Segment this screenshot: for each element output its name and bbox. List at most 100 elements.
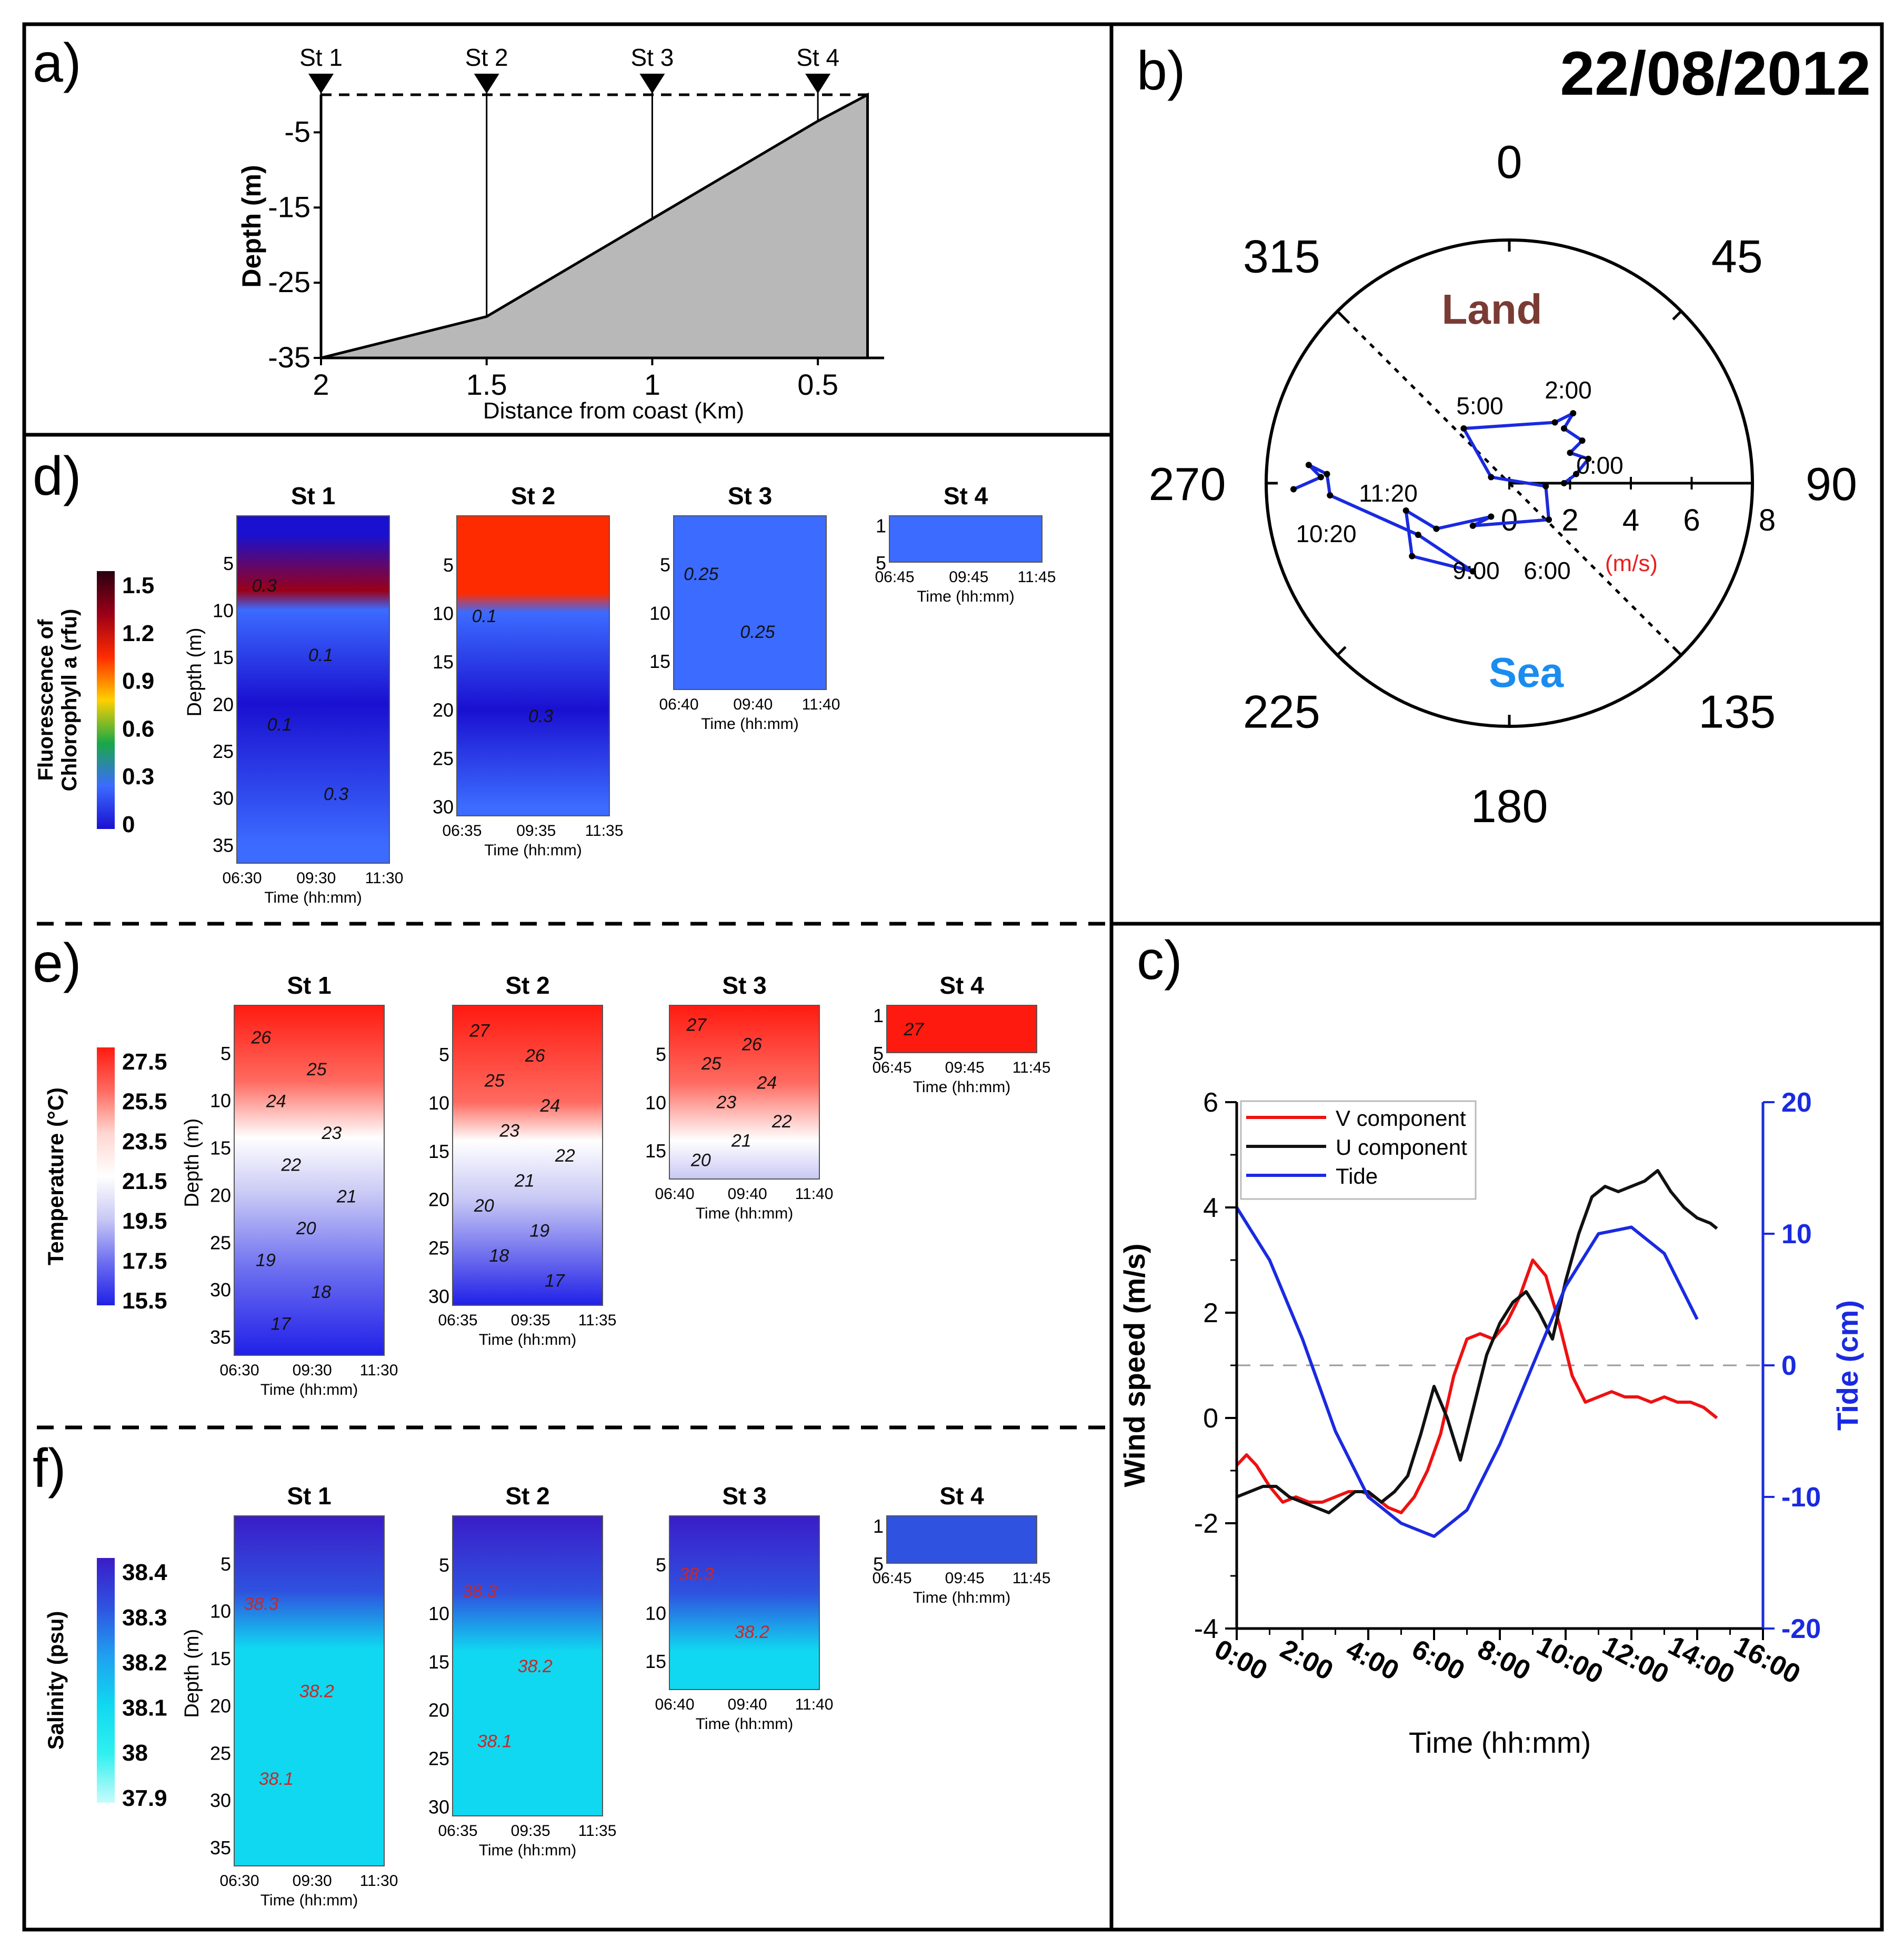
series-tide bbox=[1235, 1206, 1699, 1538]
profile-xtick-d-1-0: 06:35 bbox=[442, 822, 482, 840]
profile-xtick-f-0-0: 06:30 bbox=[219, 1872, 259, 1890]
profile-title-e-st4: St 4 bbox=[939, 972, 984, 999]
profile-xtick-e-2-2: 11:40 bbox=[795, 1185, 834, 1203]
contour-label-f-0-1: 38.2 bbox=[299, 1682, 334, 1702]
profile-ytick-d-0-2: 15 bbox=[213, 647, 234, 668]
profile-ytick-d-0-5: 30 bbox=[213, 787, 234, 809]
profile-title-f-st1: St 1 bbox=[287, 1482, 331, 1510]
wind-track-point-3 bbox=[1567, 449, 1574, 456]
profile-ytick-f-2-0: 5 bbox=[656, 1554, 666, 1576]
profile-ylabel-f-0: Depth (m) bbox=[181, 1629, 203, 1718]
profile-ytick-f-0-3: 20 bbox=[210, 1695, 231, 1716]
station-label-1: St 1 bbox=[299, 44, 343, 71]
profile-field-f-st1 bbox=[234, 1515, 385, 1866]
station-marker-4 bbox=[805, 74, 831, 94]
colorbar-label-f: Salinity (psu) bbox=[43, 1611, 68, 1750]
wind-track-line bbox=[1292, 412, 1590, 573]
bearing-ticks bbox=[1266, 240, 1752, 726]
wind-track-point-2 bbox=[1585, 455, 1592, 462]
contour-label-f-1-2: 38.1 bbox=[477, 1732, 512, 1752]
seabed-area bbox=[320, 92, 869, 359]
contour-label-f-1-0: 38.3 bbox=[462, 1582, 497, 1602]
contour-label-d-2-1: 0.25 bbox=[740, 622, 775, 642]
bearing-tick-45 bbox=[1672, 310, 1682, 321]
profile-ytick-f-2-2: 15 bbox=[645, 1651, 666, 1672]
contour-label-e-0-6: 20 bbox=[296, 1218, 316, 1238]
wind-track-point-9 bbox=[1488, 474, 1495, 481]
station-label-3: St 3 bbox=[630, 44, 674, 71]
profile-xtick-d-0-2: 11:30 bbox=[365, 870, 404, 887]
contour-label-e-2-3: 24 bbox=[756, 1073, 777, 1093]
a-y-tick-label-0: -5 bbox=[284, 115, 310, 148]
profile-xtick-e-0-0: 06:30 bbox=[219, 1362, 259, 1379]
profile-title-f-st3: St 3 bbox=[722, 1482, 766, 1510]
wind-track-point-4 bbox=[1579, 437, 1586, 444]
profile-field-f-st3 bbox=[669, 1515, 820, 1690]
profile-ytick-f-0-2: 15 bbox=[210, 1648, 231, 1670]
profile-ytick-f-0-5: 30 bbox=[210, 1790, 231, 1811]
bearing-labels: 0 45 90 135 180 225 270 315 bbox=[1149, 136, 1857, 832]
panel-letter-a: a) bbox=[33, 33, 81, 94]
section-d: 1.5 1.2 0.9 0.6 0.3 0 Fluorescence of Chlorophy… bbox=[34, 482, 1056, 906]
a-x-tick-label-0: 2 bbox=[313, 368, 329, 401]
a-x-tick-label-1: 1.5 bbox=[466, 368, 507, 401]
colorbar-tick-f-5: 37.9 bbox=[122, 1785, 167, 1811]
profile-ytick-e-3-0: 1 bbox=[873, 1005, 884, 1026]
profile-xtick-e-1-2: 11:35 bbox=[578, 1312, 617, 1329]
profile-title-d-st4: St 4 bbox=[944, 482, 988, 510]
profile-xtick-e-1-0: 06:35 bbox=[438, 1312, 477, 1329]
a-x-tick-label-3: 0.5 bbox=[797, 368, 838, 401]
colorbar-tick-e-4: 19.5 bbox=[122, 1208, 167, 1234]
contour-label-e-1-7: 20 bbox=[474, 1196, 494, 1216]
profile-title-e-st1: St 1 bbox=[287, 972, 331, 999]
radial-tick-label-6: 6 bbox=[1683, 503, 1700, 537]
series-u-component bbox=[1236, 1169, 1718, 1514]
c-x-tick-label-2: 4:00 bbox=[1341, 1634, 1404, 1686]
profile-field-e-st1 bbox=[234, 1005, 385, 1356]
contour-label-e-2-6: 21 bbox=[731, 1131, 751, 1151]
colorbar-label-line1-d: Fluorescence of bbox=[34, 619, 57, 781]
c-x-tick-label-0: 0:00 bbox=[1209, 1634, 1272, 1686]
profile-ytick-f-0-6: 35 bbox=[210, 1837, 231, 1859]
profile-xlabel-e-0: Time (hh:mm) bbox=[260, 1381, 358, 1398]
c-x-tick-label-7: 14:00 bbox=[1664, 1630, 1740, 1690]
series-v-component bbox=[1235, 1258, 1718, 1514]
profile-xtick-e-2-1: 09:40 bbox=[728, 1185, 767, 1203]
profile-field-d-st1 bbox=[236, 515, 390, 864]
a-y-tick-label-3: -35 bbox=[268, 341, 310, 374]
bearing-label-90: 90 bbox=[1806, 458, 1857, 510]
bearing-tick-135 bbox=[1672, 646, 1682, 656]
c-left-tick-label-3: 0 bbox=[1203, 1403, 1218, 1434]
wind-track-point-5 bbox=[1560, 425, 1567, 432]
profile-xlabel-e-3: Time (hh:mm) bbox=[913, 1078, 1011, 1096]
contour-label-d-1-1: 0.3 bbox=[528, 706, 553, 726]
c-right-tick-label-2: 0 bbox=[1781, 1351, 1797, 1381]
profile-xtick-d-3-2: 11:45 bbox=[1018, 568, 1056, 586]
wind-time-label-1: 2:00 bbox=[1545, 376, 1592, 404]
contour-label-e-0-2: 24 bbox=[266, 1091, 286, 1111]
panel-letter-f: f) bbox=[33, 1438, 66, 1499]
profile-ytick-e-0-6: 35 bbox=[210, 1326, 231, 1348]
contour-label-d-0-2: 0.1 bbox=[267, 715, 292, 735]
profile-ytick-e-2-1: 10 bbox=[645, 1092, 666, 1113]
colorbar-e bbox=[97, 1047, 115, 1305]
profile-ytick-f-1-0: 5 bbox=[439, 1554, 449, 1576]
contour-label-d-0-0: 0.3 bbox=[252, 576, 277, 596]
c-right-tick-label-4: -20 bbox=[1781, 1614, 1821, 1644]
profile-field-d-st3 bbox=[673, 515, 827, 690]
profile-ylabel-d-0: Depth (m) bbox=[184, 628, 206, 717]
profile-ytick-d-1-3: 20 bbox=[433, 700, 454, 721]
c-x-tick-label-4: 8:00 bbox=[1472, 1634, 1535, 1686]
profile-ytick-d-2-1: 10 bbox=[649, 602, 670, 624]
contour-label-e-1-1: 26 bbox=[525, 1046, 545, 1066]
profile-xlabel-f-3: Time (hh:mm) bbox=[913, 1589, 1011, 1606]
profile-xtick-e-0-2: 11:30 bbox=[360, 1362, 398, 1379]
panel-letter-c: c) bbox=[1137, 930, 1183, 991]
panel-letters: a) b) c) d) e) f) bbox=[33, 33, 1185, 1499]
wind-track-point-6 bbox=[1570, 410, 1577, 417]
wind-progressive-vector bbox=[1290, 410, 1592, 575]
